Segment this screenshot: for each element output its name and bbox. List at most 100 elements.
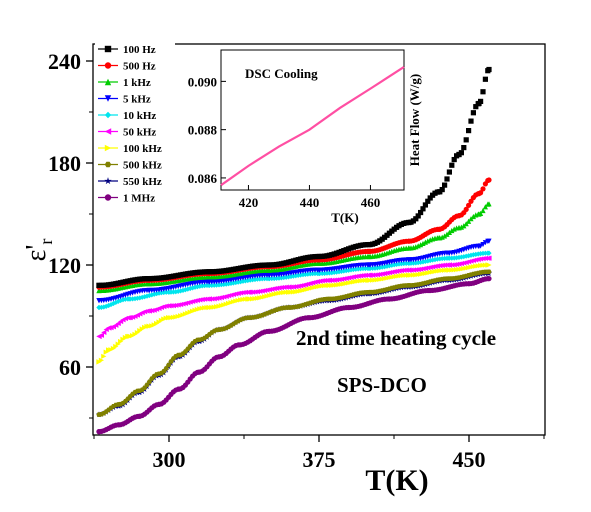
curve-marker [271, 286, 277, 292]
curve-marker [434, 256, 440, 262]
legend: 100 Hz 500 Hz 1 kHz 5 kHz 10 kHz 50 kHz 100 kH… [95, 40, 175, 210]
curve-marker [197, 283, 203, 289]
legend-item: 50 kHz [98, 127, 156, 139]
curve-marker [358, 273, 364, 279]
curve-marker [175, 302, 181, 308]
curve-marker [454, 261, 460, 268]
y-axis-label-main: ε' [21, 245, 52, 262]
curve-marker [173, 302, 179, 308]
curve-marker [302, 271, 308, 277]
curve-marker [194, 284, 200, 290]
curve-marker [113, 299, 119, 306]
curve-marker [170, 302, 176, 309]
y-tick-label: 240 [48, 49, 81, 74]
legend-marker [104, 95, 112, 102]
curve-marker [451, 156, 457, 163]
legend-label: 1 kHz [123, 77, 151, 89]
curve-marker [478, 210, 484, 216]
series-100-khz [96, 262, 492, 365]
legend-label: 100 Hz [123, 44, 156, 56]
curve-marker [146, 308, 152, 314]
series-5-khz [96, 238, 492, 304]
curve-marker [418, 209, 424, 216]
curve-marker [122, 296, 128, 302]
curve-marker [346, 275, 352, 281]
curve-marker [415, 213, 421, 219]
curve-marker [360, 272, 366, 279]
curve-marker [444, 231, 450, 237]
curve-marker [480, 89, 486, 95]
legend-item: 10 kHz [98, 110, 156, 122]
curve-marker [259, 288, 265, 294]
curve-marker [480, 241, 486, 248]
curve-marker [355, 273, 361, 279]
curve-marker [350, 274, 356, 280]
inset-x-tick-label: 460 [361, 195, 381, 210]
curve-marker [163, 366, 169, 371]
curve-marker [341, 276, 347, 282]
legend-item: 100 Hz [98, 44, 156, 56]
curve-marker [209, 296, 215, 302]
series-1-mhz [96, 276, 492, 435]
curve-marker [427, 195, 433, 201]
series-100-hz [96, 66, 492, 288]
curve-marker [338, 268, 344, 274]
legend-label: 500 kHz [123, 160, 162, 172]
curve-marker [480, 186, 486, 192]
curve-marker [466, 128, 472, 134]
curve-marker [101, 329, 107, 336]
series-500-khz [96, 269, 492, 417]
curve-marker [233, 291, 239, 297]
curve-marker [463, 206, 469, 212]
curve-marker [252, 289, 258, 295]
curve-marker [331, 277, 337, 283]
curve-marker [235, 290, 241, 296]
curve-marker [446, 229, 452, 235]
curve-marker [475, 256, 481, 262]
curve-marker [127, 315, 133, 321]
curve-marker [468, 118, 474, 124]
curve-marker [372, 272, 378, 278]
curve-marker [386, 269, 392, 276]
main-axes: 300 375 450 60 120 180 240 [48, 49, 545, 472]
series-1-khz [96, 201, 492, 294]
curve-marker [382, 270, 388, 277]
curve-marker [341, 268, 347, 274]
legend-label: 100 kHz [123, 143, 162, 155]
curve-marker [312, 279, 318, 285]
curve-marker [322, 277, 328, 284]
curve-marker [257, 288, 263, 294]
legend-item: 1 MHz [98, 193, 155, 205]
curve-marker [120, 297, 126, 303]
y-tick-label: 120 [48, 253, 81, 278]
curve-marker [146, 292, 152, 299]
curve-marker [298, 283, 304, 289]
legend-marker [104, 194, 112, 201]
curve-marker [418, 266, 424, 272]
curve-marker [199, 296, 205, 303]
curve-marker [482, 255, 488, 261]
curve-marker [353, 273, 359, 280]
curve-marker [422, 202, 428, 208]
curve-marker [262, 287, 268, 294]
curve-marker [295, 283, 301, 289]
curve-marker [442, 262, 448, 268]
curve-marker [473, 257, 479, 263]
curve-marker [451, 262, 457, 268]
curve-marker [274, 275, 280, 281]
curve-marker [485, 68, 491, 74]
inset-x-tick-label: 420 [239, 195, 259, 210]
curve-marker [377, 271, 383, 277]
curve-marker [242, 289, 248, 295]
x-tick-label: 300 [153, 447, 186, 472]
curve-marker [470, 110, 476, 116]
curve-marker [314, 279, 320, 285]
legend-item: 5 kHz [98, 94, 151, 106]
curve-marker [245, 277, 251, 284]
curve-marker [398, 261, 404, 267]
curve-marker [276, 285, 282, 291]
legend-item: 500 Hz [98, 61, 156, 73]
curve-marker [338, 276, 344, 282]
curve-marker [281, 284, 287, 290]
legend-item: 500 kHz [98, 160, 162, 172]
